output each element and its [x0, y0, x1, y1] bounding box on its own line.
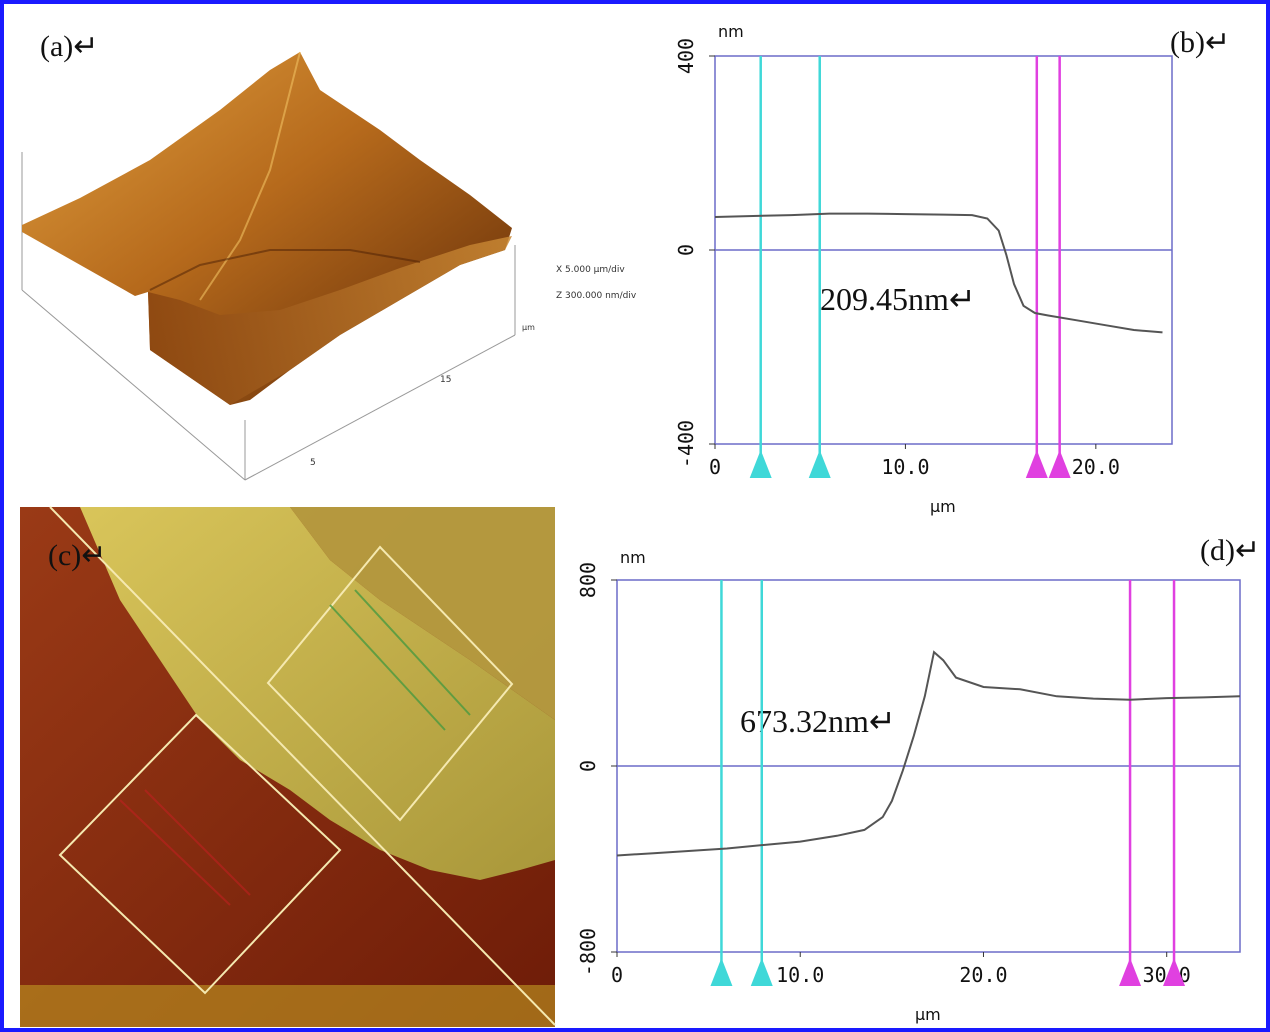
panel-a-box: [21, 152, 516, 481]
panel-a-tick-5: 5: [310, 458, 316, 468]
y-tick-label: 0: [674, 244, 698, 256]
panel-a-x-scale: X 5.000 µm/div: [556, 265, 625, 275]
y-tick-label: 400: [674, 38, 698, 74]
x-tick-label: 20.0: [959, 963, 1007, 987]
cursor-marker[interactable]: [808, 450, 831, 478]
panel-a-label: (a)↵: [40, 30, 98, 63]
panel-b-step-annotation: 209.45nm↵: [820, 281, 976, 317]
panel-c-box-lower: [58, 713, 342, 995]
panel-c-bottom-strip: [20, 985, 555, 1027]
x-tick-label: 20.0: [1072, 455, 1120, 479]
cursor-marker[interactable]: [749, 450, 772, 478]
x-tick-label: 0: [611, 963, 623, 987]
y-tick-label: 0: [576, 760, 600, 772]
panel-b-y-unit: nm: [718, 22, 744, 41]
panel-d-x-unit: µm: [915, 1005, 941, 1024]
panel-c-red-cursors: [119, 789, 251, 906]
cursor-marker[interactable]: [1163, 958, 1186, 986]
panel-a: (a)↵ X 5.000 µm/div Z 300.000 nm/div 15 …: [21, 30, 637, 481]
x-tick-label: 10.0: [881, 455, 929, 479]
cursor-marker[interactable]: [1048, 450, 1071, 478]
panel-a-z-scale: Z 300.000 nm/div: [556, 291, 637, 301]
x-tick-label: 10.0: [776, 963, 824, 987]
panel-d-step-annotation: 673.32nm↵: [740, 703, 896, 739]
cursor-marker[interactable]: [750, 958, 773, 986]
panel-a-step: [149, 249, 421, 291]
height-profile: [616, 650, 1241, 857]
cursor-marker[interactable]: [1025, 450, 1048, 478]
panel-c-label: (c)↵: [48, 539, 106, 572]
panel-c-green-cursors: [329, 589, 471, 731]
panel-b: (b)↵ nm µm 209.45nm↵ 400 0 -400 0 10.0 20.0: [674, 22, 1230, 516]
y-tick-label: -800: [576, 928, 600, 976]
panel-d-y-unit: nm: [620, 548, 646, 567]
panel-a-surface: [22, 52, 512, 405]
cursor-marker[interactable]: [1119, 958, 1142, 986]
panel-c-film: [80, 507, 555, 880]
y-tick-label: -400: [674, 420, 698, 468]
panel-b-x-unit: µm: [930, 497, 956, 516]
x-tick-label: 0: [709, 455, 721, 479]
y-tick-label: 800: [576, 562, 600, 598]
panel-d-label: (d)↵: [1200, 534, 1260, 567]
panel-c-scan-line: [49, 506, 556, 1026]
panel-a-tick-15: 15: [440, 375, 451, 385]
panel-c-box-upper: [266, 545, 514, 822]
panel-a-corner-unit: µm: [522, 323, 535, 332]
panel-c-film-right: [290, 507, 555, 720]
panel-b-label: (b)↵: [1170, 26, 1230, 59]
panel-a-ridge: [199, 51, 301, 301]
cursor-marker[interactable]: [710, 958, 733, 986]
height-profile: [714, 212, 1163, 334]
panel-c: (c)↵: [20, 506, 556, 1027]
panel-a-front-face: [148, 236, 512, 405]
